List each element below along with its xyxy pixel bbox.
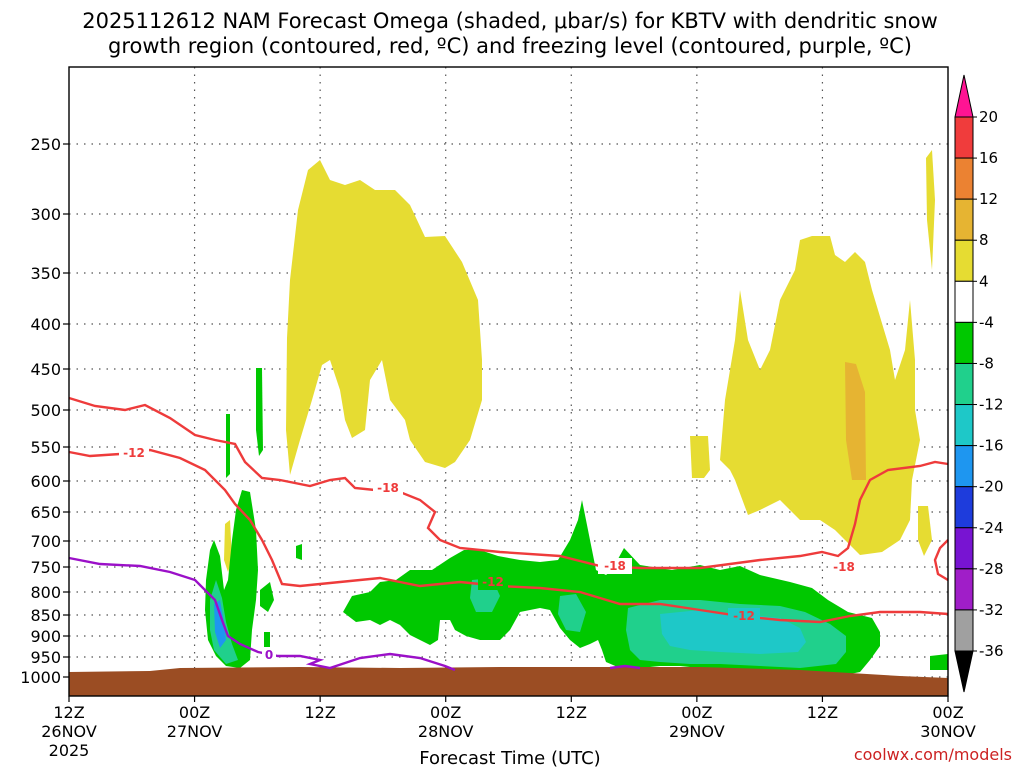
omega-sinking-small-green-c xyxy=(260,582,274,612)
contour-label-minus-18-right-a: -18 xyxy=(604,559,626,573)
y-tick-label: 700 xyxy=(30,532,61,551)
contour-label-freezing-zero: 0 xyxy=(265,648,273,662)
colorbar-segment xyxy=(954,404,974,447)
x-tick-label-2: 28NOV xyxy=(418,722,474,741)
colorbar-segment xyxy=(954,321,974,364)
x-tick-label-2: 27NOV xyxy=(167,722,223,741)
chart-title-line-1: 2025112612 NAM Forecast Omega (shaded, μ… xyxy=(82,9,938,33)
y-axis-pressure: 250 300 350 400 450 500 550 600 650 700 750 800 850 9… xyxy=(20,135,69,687)
contour-labels: -12 -18 -12 -18 -18 -12 0 xyxy=(119,445,860,662)
contour-label-minus-18-right-b: -18 xyxy=(833,560,855,574)
omega-sinking-band-cyan xyxy=(660,610,806,654)
x-tick-label-1: 00Z xyxy=(681,703,712,722)
colorbar-segment xyxy=(954,239,974,282)
colorbar-label: -36 xyxy=(979,642,1004,660)
colorbar-label: -24 xyxy=(979,519,1004,537)
red-contour-minus-12-upper xyxy=(68,396,949,570)
colorbar-label: -8 xyxy=(979,354,994,372)
y-tick-label: 500 xyxy=(30,401,61,420)
colorbar-label: -20 xyxy=(979,478,1004,496)
omega-sinking-small-green-b xyxy=(226,414,230,478)
plot-frame xyxy=(68,66,949,697)
omega-sinking-small-teal-b xyxy=(558,594,586,632)
colorbar-segment xyxy=(954,445,974,488)
omega-rising-region-upper-right xyxy=(720,236,920,555)
y-tick-label: 300 xyxy=(30,205,61,224)
y-tick-label: 1000 xyxy=(20,668,61,687)
colorbar-segment xyxy=(954,157,974,200)
contour-label-minus-18-mid: -18 xyxy=(377,481,399,495)
x-tick-label-2: 29NOV xyxy=(669,722,725,741)
colorbar-segment xyxy=(954,609,974,652)
colorbar-segment xyxy=(954,568,974,611)
red-contour-minus-18-right xyxy=(933,539,949,582)
x-tick-label-1: 12Z xyxy=(304,703,335,722)
colorbar-label: -28 xyxy=(979,560,1004,578)
dendritic-growth-contours xyxy=(68,396,949,624)
y-tick-label: 550 xyxy=(30,438,61,457)
colorbar-label: 8 xyxy=(979,231,989,249)
chart-title-line-2: growth region (contoured, red, ºC) and f… xyxy=(108,34,912,58)
x-tick-label-1: 12Z xyxy=(556,703,587,722)
credit-text: coolwx.com/models xyxy=(854,745,1012,764)
colorbar-segment xyxy=(954,198,974,241)
y-tick-label: 400 xyxy=(30,315,61,334)
x-tick-label-2: 26NOV xyxy=(41,722,97,741)
colorbar-segment xyxy=(954,116,974,159)
omega-rising-region-small-b xyxy=(926,150,935,270)
omega-rising-region-upper-left xyxy=(286,160,482,475)
colorbar-segment xyxy=(954,362,974,406)
colorbar-segment xyxy=(954,527,974,570)
colorbar-label: 16 xyxy=(979,149,998,167)
y-tick-label: 650 xyxy=(30,503,61,522)
omega-sinking-small-green-f xyxy=(930,654,948,670)
colorbar-label: -16 xyxy=(979,437,1004,455)
colorbar-label: -32 xyxy=(979,601,1004,619)
contour-label-minus-12-left: -12 xyxy=(123,446,145,460)
colorbar-label: 20 xyxy=(979,108,998,126)
colorbar-label: 4 xyxy=(979,272,989,290)
colorbar-label: 12 xyxy=(979,190,998,208)
omega-rising-core xyxy=(845,362,866,480)
y-tick-label: 750 xyxy=(30,558,61,577)
omega-sinking-small-green-a xyxy=(256,368,263,456)
omega-rising-region-small-c xyxy=(918,506,932,556)
colorbar-label: -4 xyxy=(979,313,994,331)
y-tick-label: 350 xyxy=(30,264,61,283)
x-tick-label-1: 00Z xyxy=(932,703,963,722)
colorbar-segment xyxy=(954,280,974,323)
colorbar-cap-top xyxy=(954,74,974,118)
x-tick-label-1: 00Z xyxy=(179,703,210,722)
y-tick-label: 600 xyxy=(30,472,61,491)
omega-rising-region-small-a xyxy=(690,436,710,478)
omega-sinking-plume-left-blue xyxy=(214,600,226,648)
x-tick-label-1: 00Z xyxy=(430,703,461,722)
omega-sinking-small-green-d xyxy=(296,544,302,560)
omega-rising-region-small-d xyxy=(224,520,232,572)
colorbar-cap-bottom xyxy=(954,650,974,693)
purple-contour-zero-small xyxy=(609,664,641,670)
x-axis-title: Forecast Time (UTC) xyxy=(419,748,600,768)
y-tick-label: 250 xyxy=(30,135,61,154)
colorbar-label: -12 xyxy=(979,396,1004,414)
contour-label-minus-12-mid: -12 xyxy=(482,575,504,589)
y-tick-label: 900 xyxy=(30,627,61,646)
x-tick-label-1: 12Z xyxy=(53,703,84,722)
y-tick-label: 450 xyxy=(30,360,61,379)
x-tick-label-3: 2025 xyxy=(49,741,90,760)
red-contour-minus-12-lower xyxy=(68,448,949,624)
terrain-below-ground xyxy=(69,667,948,696)
colorbar: 20 16 12 8 4 -4 -8 -12 -16 -20 -24 -28 -32 -36 xyxy=(954,74,1004,693)
y-tick-label: 800 xyxy=(30,583,61,602)
contour-label-minus-12-right: -12 xyxy=(733,609,755,623)
y-tick-label: 850 xyxy=(30,606,61,625)
colorbar-segment xyxy=(954,486,974,529)
y-tick-label: 950 xyxy=(30,648,61,667)
x-tick-label-2: 30NOV xyxy=(920,722,976,741)
x-tick-label-1: 12Z xyxy=(807,703,838,722)
